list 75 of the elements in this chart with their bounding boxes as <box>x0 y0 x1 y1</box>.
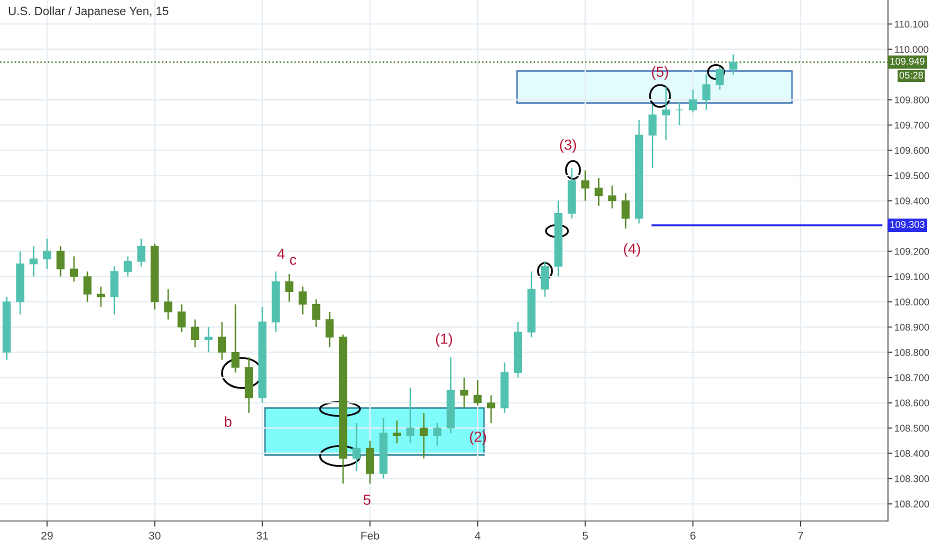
y-tick-label: 109.800 <box>894 96 930 104</box>
y-tick-label: 109.700 <box>894 122 930 129</box>
y-tick-label: 109.400 <box>894 198 930 204</box>
y-tick-label: 108.200 <box>894 500 930 508</box>
candlestick <box>191 318 200 348</box>
y-tick-label: 110.100 <box>894 20 928 28</box>
y-tick-label: 108.700 <box>894 374 930 382</box>
data-label: 109.303 <box>890 220 924 228</box>
candlestick <box>164 288 172 320</box>
annotation: 5 <box>364 494 370 505</box>
candlestick <box>487 394 496 424</box>
candlestick <box>204 326 213 353</box>
y-tick-label: 108.400 <box>894 450 930 457</box>
annotation: (4) <box>624 243 640 257</box>
candlestick <box>622 192 630 230</box>
annotation: 4 <box>277 248 285 259</box>
x-tick-label: 4 <box>474 532 480 540</box>
y-tick-label: 108.600 <box>894 400 930 406</box>
x-tick-label: 5 <box>582 532 588 540</box>
candlestick <box>218 321 226 361</box>
y-tick-label: 109.200 <box>894 248 930 255</box>
candlestick <box>83 270 92 302</box>
candlestick <box>96 286 105 308</box>
y-tick-label: 108.900 <box>894 324 930 331</box>
candlestick <box>433 422 442 446</box>
candlestick <box>406 386 414 444</box>
y-tick-label: 109.000 <box>894 298 930 306</box>
text: 05:28 <box>899 72 924 79</box>
x-tick-label: 31 <box>256 532 268 540</box>
annotation: c <box>290 256 296 265</box>
y-tick-label: 109.600 <box>894 147 930 154</box>
candlestick <box>729 54 738 76</box>
text: U.S. Dollar / Japanese Yen, 15 <box>8 6 168 18</box>
x-tick-label: 6 <box>690 532 696 540</box>
candlestick <box>231 304 240 374</box>
ref-line-label: 109.949 <box>890 58 924 65</box>
y-tick-label: 108.300 <box>894 475 930 482</box>
candlestick <box>716 66 724 90</box>
y-tick-label: 109.500 <box>894 172 930 180</box>
candlestick <box>124 256 132 278</box>
candlestick <box>178 304 186 333</box>
candlestick <box>662 86 670 141</box>
annotation: b <box>224 416 232 427</box>
candlestick <box>285 273 294 302</box>
candlestick <box>326 311 334 348</box>
y-tick-label: 109.100 <box>894 273 930 280</box>
candlestick <box>581 170 590 202</box>
candlestick <box>70 256 78 282</box>
candlestick <box>460 376 468 409</box>
candlestick <box>688 88 697 114</box>
annotation: (3) <box>560 139 576 153</box>
x-tick-label: 30 <box>148 532 160 540</box>
candlestick <box>56 246 65 278</box>
candlestick <box>702 74 710 111</box>
candlestick <box>43 238 52 270</box>
candlestick <box>137 238 146 268</box>
y-tick-label: 108.500 <box>894 424 930 432</box>
candlestick <box>540 260 549 298</box>
candlestick <box>608 184 616 210</box>
x-tick-label: Feb <box>361 531 380 540</box>
candlestick <box>474 379 482 406</box>
candlestick <box>312 298 320 328</box>
x-tick-label: 29 <box>41 532 53 540</box>
candlestick <box>298 286 307 316</box>
candlestick <box>594 177 603 207</box>
candlestick <box>420 412 428 460</box>
candlestick <box>392 420 401 444</box>
candlestick <box>648 104 657 169</box>
candlestick <box>675 102 684 126</box>
candlestick <box>352 422 361 472</box>
candlestick <box>30 246 38 278</box>
x-tick-label: 7 <box>798 532 804 540</box>
y-tick-label: 110.000 <box>894 46 928 53</box>
annotation: (1) <box>436 333 452 347</box>
y-tick-label: 108.800 <box>894 349 930 356</box>
